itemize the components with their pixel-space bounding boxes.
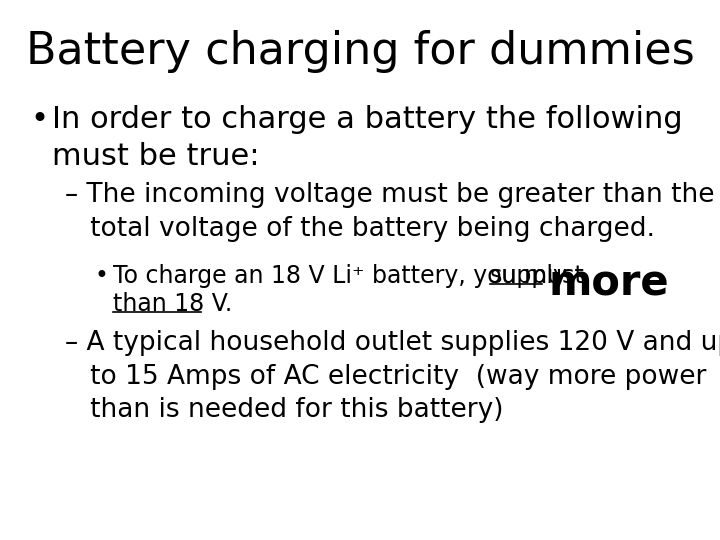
Text: To charge an 18 V Li⁺ battery, you must: To charge an 18 V Li⁺ battery, you must (113, 264, 591, 288)
Text: – The incoming voltage must be greater than the
   total voltage of the battery : – The incoming voltage must be greater t… (65, 182, 714, 241)
Text: more: more (548, 263, 669, 305)
Text: •: • (30, 105, 48, 134)
Text: supply: supply (490, 264, 568, 288)
Text: •: • (95, 264, 109, 288)
Text: – A typical household outlet supplies 120 V and up
   to 15 Amps of AC electrici: – A typical household outlet supplies 12… (65, 330, 720, 423)
Text: than 18 V.: than 18 V. (113, 292, 233, 316)
Text: In order to charge a battery the following
must be true:: In order to charge a battery the followi… (52, 105, 683, 171)
Text: Battery charging for dummies: Battery charging for dummies (26, 30, 694, 73)
